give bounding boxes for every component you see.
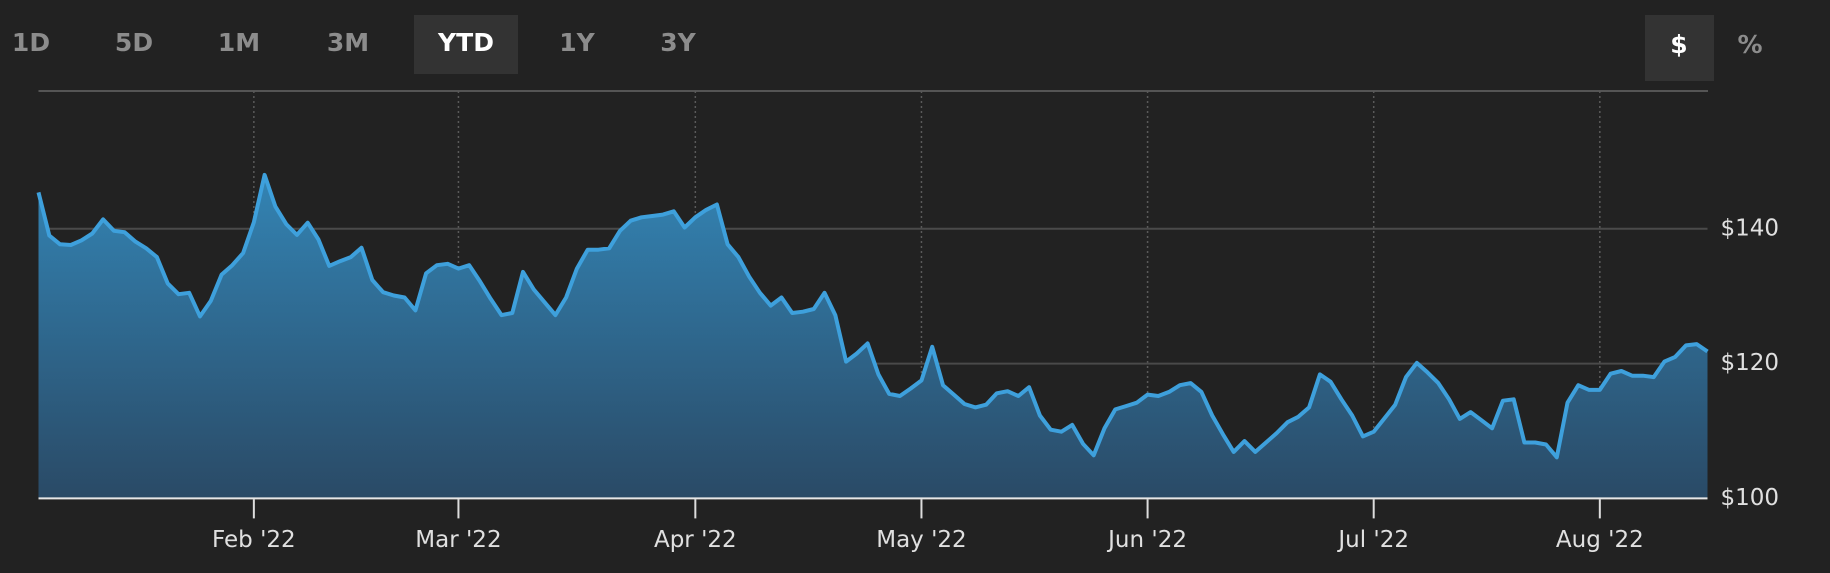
x-tick-label: Feb '22 — [212, 527, 296, 553]
x-tick-label: Aug '22 — [1556, 527, 1644, 553]
range-button[interactable]: 1M — [218, 28, 260, 57]
x-tick-label: Apr '22 — [654, 527, 737, 553]
y-tick-label: $100 — [1721, 485, 1780, 511]
selected-unit-bg — [1645, 15, 1714, 81]
y-tick-label: $140 — [1721, 215, 1780, 241]
price-line — [36, 172, 1709, 460]
range-button[interactable]: 3M — [327, 28, 369, 57]
x-tick-label: Jun '22 — [1106, 527, 1187, 553]
price-area — [38, 174, 1708, 499]
range-button[interactable]: 5D — [115, 28, 153, 57]
range-button[interactable]: 1Y — [559, 28, 595, 57]
y-tick-label: $120 — [1721, 350, 1780, 376]
x-tick-label: May '22 — [876, 527, 966, 553]
x-tick-label: Mar '22 — [415, 527, 501, 553]
unit-button[interactable]: $ — [1670, 30, 1687, 59]
range-button[interactable]: 3Y — [660, 28, 696, 57]
range-button[interactable]: YTD — [437, 28, 494, 57]
range-button[interactable]: 1D — [12, 28, 50, 57]
unit-button[interactable]: % — [1737, 30, 1762, 59]
selected-range-bg — [414, 15, 518, 74]
x-tick-label: Jul '22 — [1336, 527, 1409, 553]
